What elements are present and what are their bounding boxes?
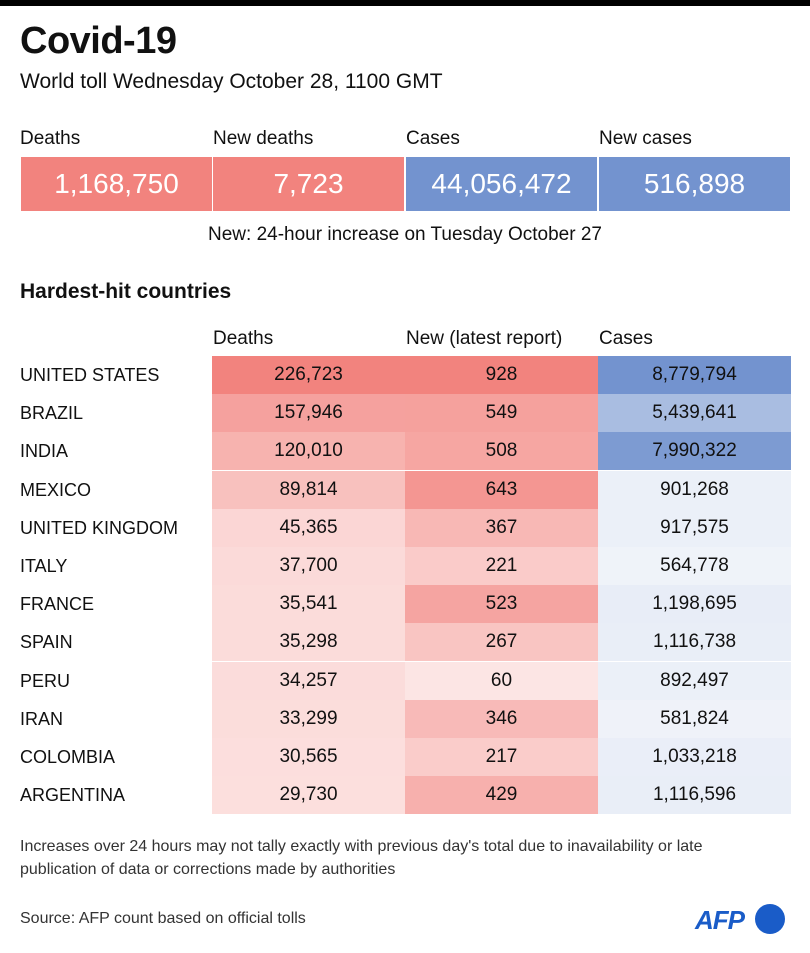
cases-cell: 1,033,218 — [598, 738, 791, 776]
country-name: PERU — [20, 670, 71, 691]
table-row: ARGENTINA 29,730 429 1,116,596 — [0, 776, 810, 815]
table-row: UNITED KINGDOM 45,365 367 917,575 — [0, 508, 810, 547]
new-deaths-cell: 508 — [405, 432, 598, 471]
deaths-cell: 35,541 — [212, 585, 405, 624]
table-row: UNITED STATES 226,723 928 8,779,794 — [0, 356, 810, 394]
table-row: BRAZIL 157,946 549 5,439,641 — [0, 394, 810, 433]
column-header-cases: Cases — [599, 328, 653, 349]
kpi-label-new-deaths: New deaths — [213, 128, 314, 149]
table-row: IRAN 33,299 346 581,824 — [0, 699, 810, 738]
new-deaths-cell: 60 — [405, 661, 598, 700]
cases-cell: 5,439,641 — [598, 394, 791, 433]
cases-cell: 917,575 — [598, 508, 791, 547]
top-bar — [0, 0, 810, 6]
cases-cell: 1,116,596 — [598, 776, 791, 815]
source-note: Source: AFP count based on official toll… — [20, 910, 306, 927]
new-deaths-cell: 346 — [405, 699, 598, 738]
page-subtitle: World toll Wednesday October 28, 1100 GM… — [20, 70, 443, 93]
deaths-cell: 120,010 — [212, 432, 405, 471]
new-deaths-cell: 217 — [405, 738, 598, 776]
deaths-cell: 29,730 — [212, 776, 405, 815]
table-row: ITALY 37,700 221 564,778 — [0, 547, 810, 585]
country-name: UNITED KINGDOM — [20, 517, 179, 538]
kpi-new-deaths-value: 7,723 — [213, 157, 404, 211]
new-deaths-cell: 267 — [405, 623, 598, 662]
country-name: COLOMBIA — [20, 747, 116, 767]
column-header-deaths: Deaths — [213, 328, 274, 349]
afp-logo: AFP — [695, 903, 787, 937]
cases-cell: 892,497 — [598, 661, 791, 700]
cases-cell: 564,778 — [598, 547, 791, 585]
deaths-cell: 33,299 — [212, 699, 405, 738]
cases-cell: 8,779,794 — [598, 356, 791, 394]
country-name: FRANCE — [20, 594, 95, 615]
section-title: Hardest-hit countries — [20, 280, 232, 303]
table-row: COLOMBIA 30,565 217 1,033,218 — [0, 738, 810, 776]
country-name: ITALY — [20, 556, 68, 576]
new-deaths-cell: 549 — [405, 394, 598, 433]
cases-cell: 7,990,322 — [598, 432, 791, 471]
table-row: FRANCE 35,541 523 1,198,695 — [0, 585, 810, 624]
deaths-cell: 34,257 — [212, 661, 405, 700]
table-row: PERU 34,257 60 892,497 — [0, 661, 810, 700]
new-deaths-cell: 928 — [405, 356, 598, 394]
afp-logo-text: AFP — [695, 905, 745, 935]
deaths-cell: 37,700 — [212, 547, 405, 585]
table-row: SPAIN 35,298 267 1,116,738 — [0, 623, 810, 662]
new-deaths-cell: 429 — [405, 776, 598, 815]
table-row: MEXICO 89,814 643 901,268 — [0, 470, 810, 509]
deaths-cell: 157,946 — [212, 394, 405, 433]
column-header-new: New (latest report) — [406, 328, 563, 349]
country-name: MEXICO — [20, 479, 92, 500]
kpi-label-new-cases: New cases — [599, 128, 692, 149]
country-name: BRAZIL — [20, 403, 84, 424]
kpi-label-deaths: Deaths — [20, 128, 81, 149]
kpi-new-cases-value: 516,898 — [599, 157, 790, 211]
cases-cell: 1,198,695 — [598, 585, 791, 624]
kpi-deaths-value: 1,168,750 — [21, 157, 212, 211]
deaths-cell: 226,723 — [212, 356, 405, 394]
kpi-label-cases: Cases — [406, 128, 460, 149]
kpi-note: New: 24-hour increase on Tuesday October… — [208, 224, 602, 245]
new-deaths-cell: 367 — [405, 508, 598, 547]
footnote: Increases over 24 hours may not tally ex… — [20, 838, 703, 878]
new-deaths-cell: 643 — [405, 470, 598, 509]
kpi-cases-value: 44,056,472 — [406, 157, 597, 211]
cases-cell: 581,824 — [598, 699, 791, 738]
afp-logo-dot-icon — [755, 904, 785, 934]
country-name: ARGENTINA — [20, 785, 126, 806]
cases-cell: 1,116,738 — [598, 623, 791, 662]
country-name: INDIA — [20, 441, 69, 462]
country-name: SPAIN — [20, 632, 73, 653]
page-title: Covid-19 — [20, 20, 177, 62]
country-name: IRAN — [20, 708, 64, 729]
table-row: INDIA 120,010 508 7,990,322 — [0, 432, 810, 471]
new-deaths-cell: 221 — [405, 547, 598, 585]
deaths-cell: 30,565 — [212, 738, 405, 776]
deaths-cell: 89,814 — [212, 470, 405, 509]
country-name: UNITED STATES — [20, 365, 160, 385]
deaths-cell: 45,365 — [212, 508, 405, 547]
deaths-cell: 35,298 — [212, 623, 405, 662]
cases-cell: 901,268 — [598, 470, 791, 509]
new-deaths-cell: 523 — [405, 585, 598, 624]
